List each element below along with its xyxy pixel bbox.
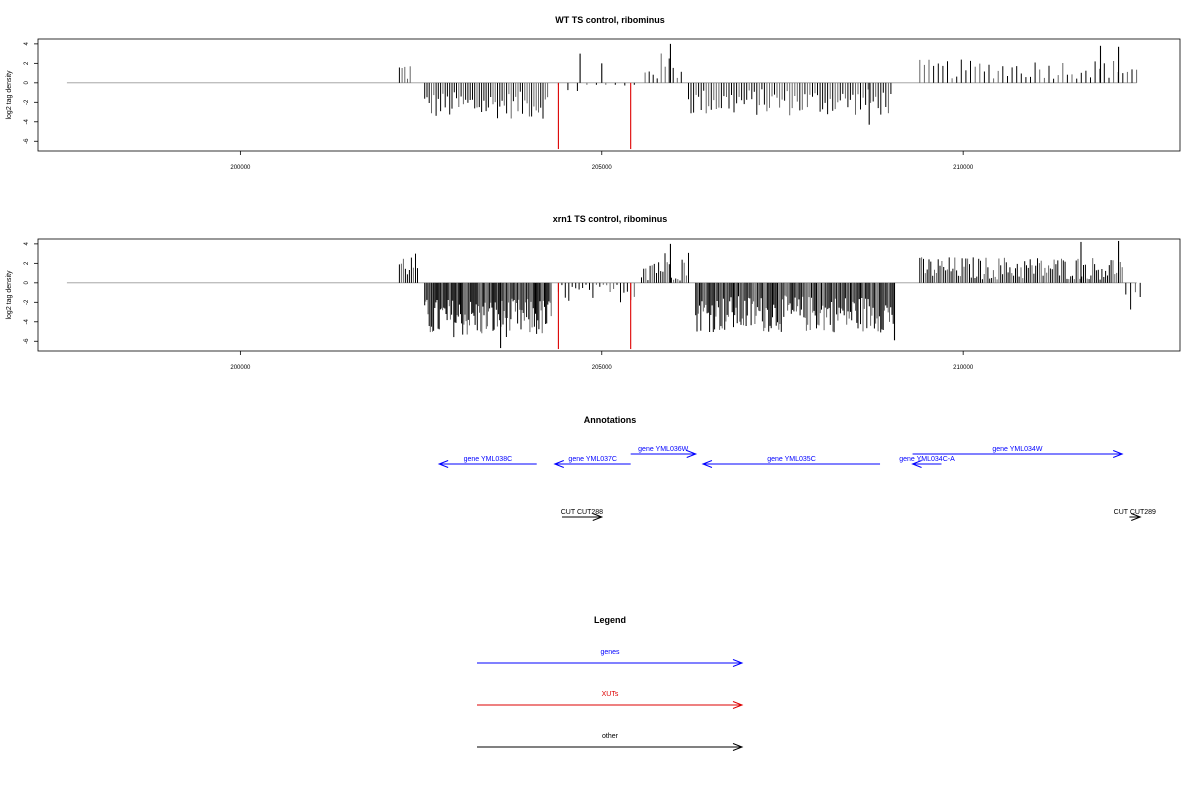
y-tick-label: 2 (24, 261, 30, 265)
legend-label-gene: genes (600, 649, 620, 656)
x-tick-label: 205000 (592, 365, 613, 371)
gene-arrow-head (911, 460, 922, 468)
annotations-title: Annotations (584, 415, 637, 425)
y-tick-label: 2 (24, 61, 30, 65)
gene-label: gene YML038C (464, 456, 513, 463)
gene-arrow-head (437, 460, 449, 468)
feature-arrow-head (592, 513, 604, 521)
xrn1-coverage-panel: xrn1 TS control, ribominus log2 tag dens… (6, 214, 1181, 371)
annotations-panel: Annotations gene YML038C gene YML037C gene… (437, 415, 1156, 521)
y-tick-label: -2 (24, 299, 30, 305)
gene-label: gene YML036W (638, 446, 688, 453)
wt-panel-title: WT TS control, ribominus (555, 15, 665, 25)
legend-label-xut: XUTs (602, 691, 619, 698)
wt-y-axis-label: log2 tag density (6, 70, 13, 120)
wt-plot-frame (37, 38, 1181, 152)
y-tick-label: 0 (24, 280, 30, 284)
legend-label-other: other (602, 733, 619, 740)
legend-title: Legend (594, 615, 626, 625)
x-tick-label: 200000 (230, 165, 251, 171)
legend-arrow-gene-head (732, 659, 744, 667)
wt-coverage-panel: WT TS control, ribominus log2 tag densit… (6, 15, 1181, 171)
y-tick-label: -4 (24, 318, 30, 324)
legend-item-xut: XUTs (477, 691, 744, 709)
legend-arrow-xut-head (732, 701, 744, 709)
xrn1-plot-frame (37, 238, 1181, 352)
legend-arrow-other-head (732, 743, 744, 751)
y-tick-label: -6 (24, 138, 30, 144)
x-tick-label: 210000 (953, 165, 974, 171)
gene-arrow-head (553, 460, 564, 468)
gene-label: gene YML037C (568, 456, 617, 463)
xrn1-panel-title: xrn1 TS control, ribominus (553, 214, 668, 224)
y-tick-label: 4 (24, 42, 30, 46)
legend: Legend genes XUTs other (477, 615, 744, 751)
gene-label: gene YML035C (767, 456, 816, 463)
gene-arrow-head (1112, 450, 1124, 458)
y-tick-label: -2 (24, 99, 30, 105)
gene-arrow-head (701, 460, 713, 468)
gene-label: gene YML034C-A (899, 456, 955, 463)
feature-label: CUT CUT289 (1114, 509, 1156, 516)
y-tick-label: -6 (24, 338, 30, 344)
y-tick-label: 4 (24, 242, 30, 246)
xrn1-y-axis-label: log2 tag density (6, 270, 13, 320)
x-tick-label: 205000 (592, 165, 613, 171)
gene-label: gene YML034W (992, 446, 1042, 453)
x-tick-label: 200000 (230, 365, 251, 371)
y-tick-label: -4 (24, 118, 30, 124)
legend-item-other: other (477, 733, 744, 751)
gene-arrow-head (686, 450, 698, 458)
feature-label: CUT CUT288 (561, 509, 603, 516)
x-tick-label: 210000 (953, 365, 974, 371)
feature-arrow-head (1131, 513, 1142, 521)
legend-item-gene: genes (477, 649, 744, 667)
y-tick-label: 0 (24, 80, 30, 84)
